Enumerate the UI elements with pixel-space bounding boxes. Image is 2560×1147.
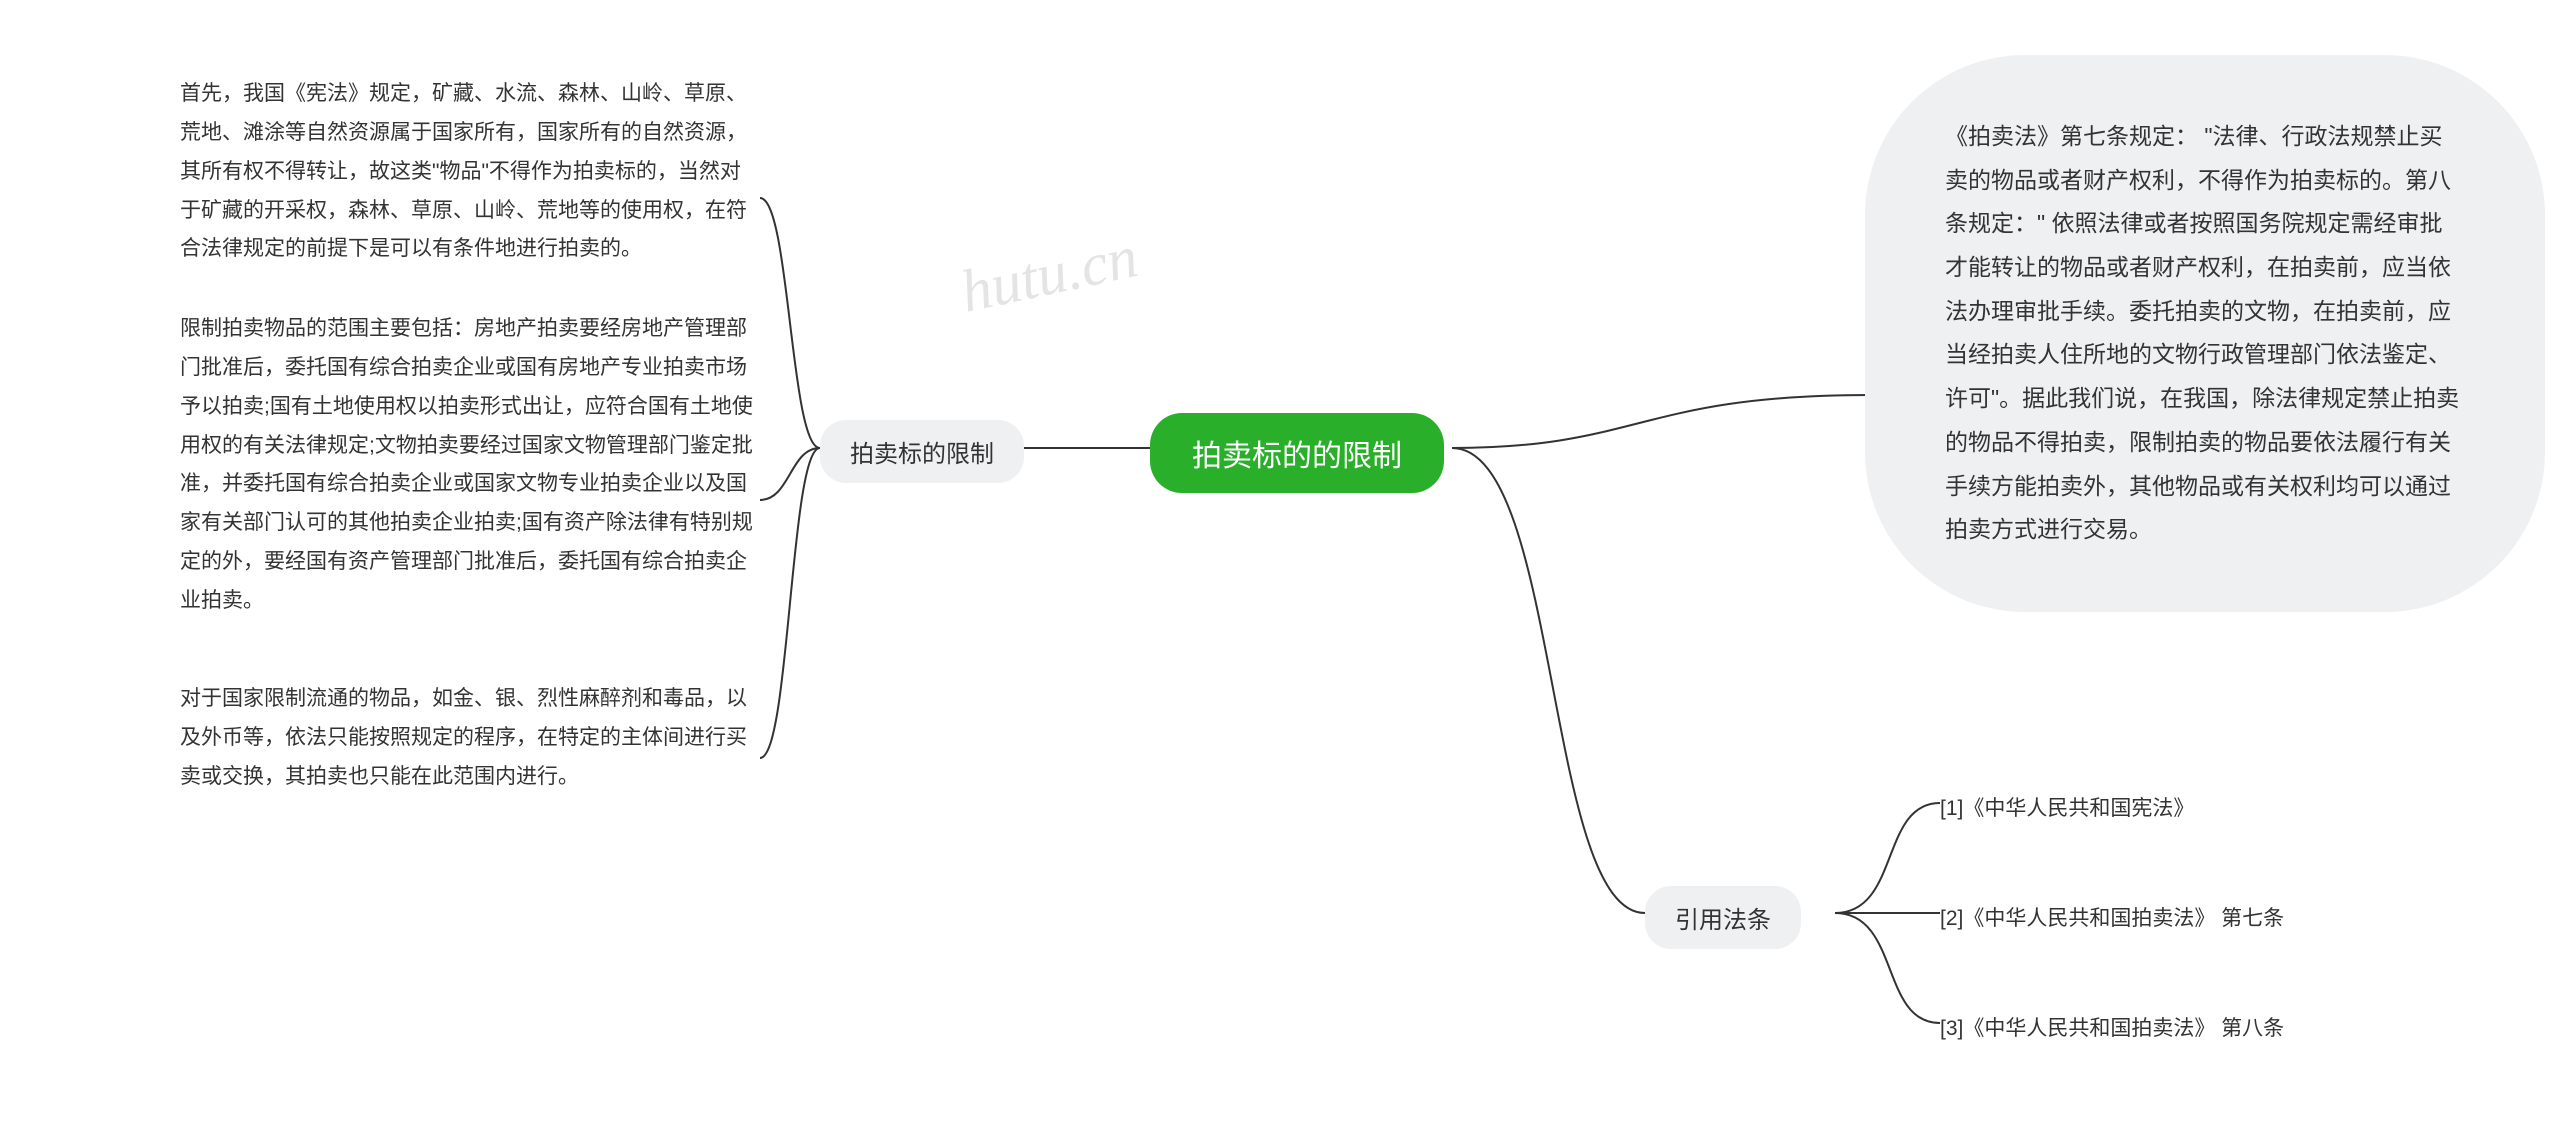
right-leaf-1: [2]《中华人民共和国拍卖法》 第七条 — [1940, 900, 2284, 939]
mindmap-canvas: hutu.cn .cn 拍卖标的的限制 拍卖标的限制 首先，我国《宪法》规定，矿… — [0, 0, 2560, 1147]
left-sub-node[interactable]: 拍卖标的限制 — [820, 420, 1024, 483]
right-sub-node[interactable]: 引用法条 — [1645, 886, 1801, 949]
right-leaf-0: [1]《中华人民共和国宪法》 — [1940, 790, 2194, 829]
right-bubble: 《拍卖法》第七条规定： "法律、行政法规禁止买卖的物品或者财产权利，不得作为拍卖… — [1865, 55, 2545, 612]
watermark-1: hutu.cn — [955, 222, 1144, 327]
left-leaf-2: 对于国家限制流通的物品，如金、银、烈性麻醉剂和毒品，以及外币等，依法只能按照规定… — [180, 680, 760, 797]
center-node[interactable]: 拍卖标的的限制 — [1150, 413, 1444, 493]
right-leaf-2: [3]《中华人民共和国拍卖法》 第八条 — [1940, 1010, 2284, 1049]
left-leaf-1: 限制拍卖物品的范围主要包括：房地产拍卖要经房地产管理部门批准后，委托国有综合拍卖… — [180, 310, 760, 621]
left-leaf-0: 首先，我国《宪法》规定，矿藏、水流、森林、山岭、草原、荒地、滩涂等自然资源属于国… — [180, 75, 760, 269]
